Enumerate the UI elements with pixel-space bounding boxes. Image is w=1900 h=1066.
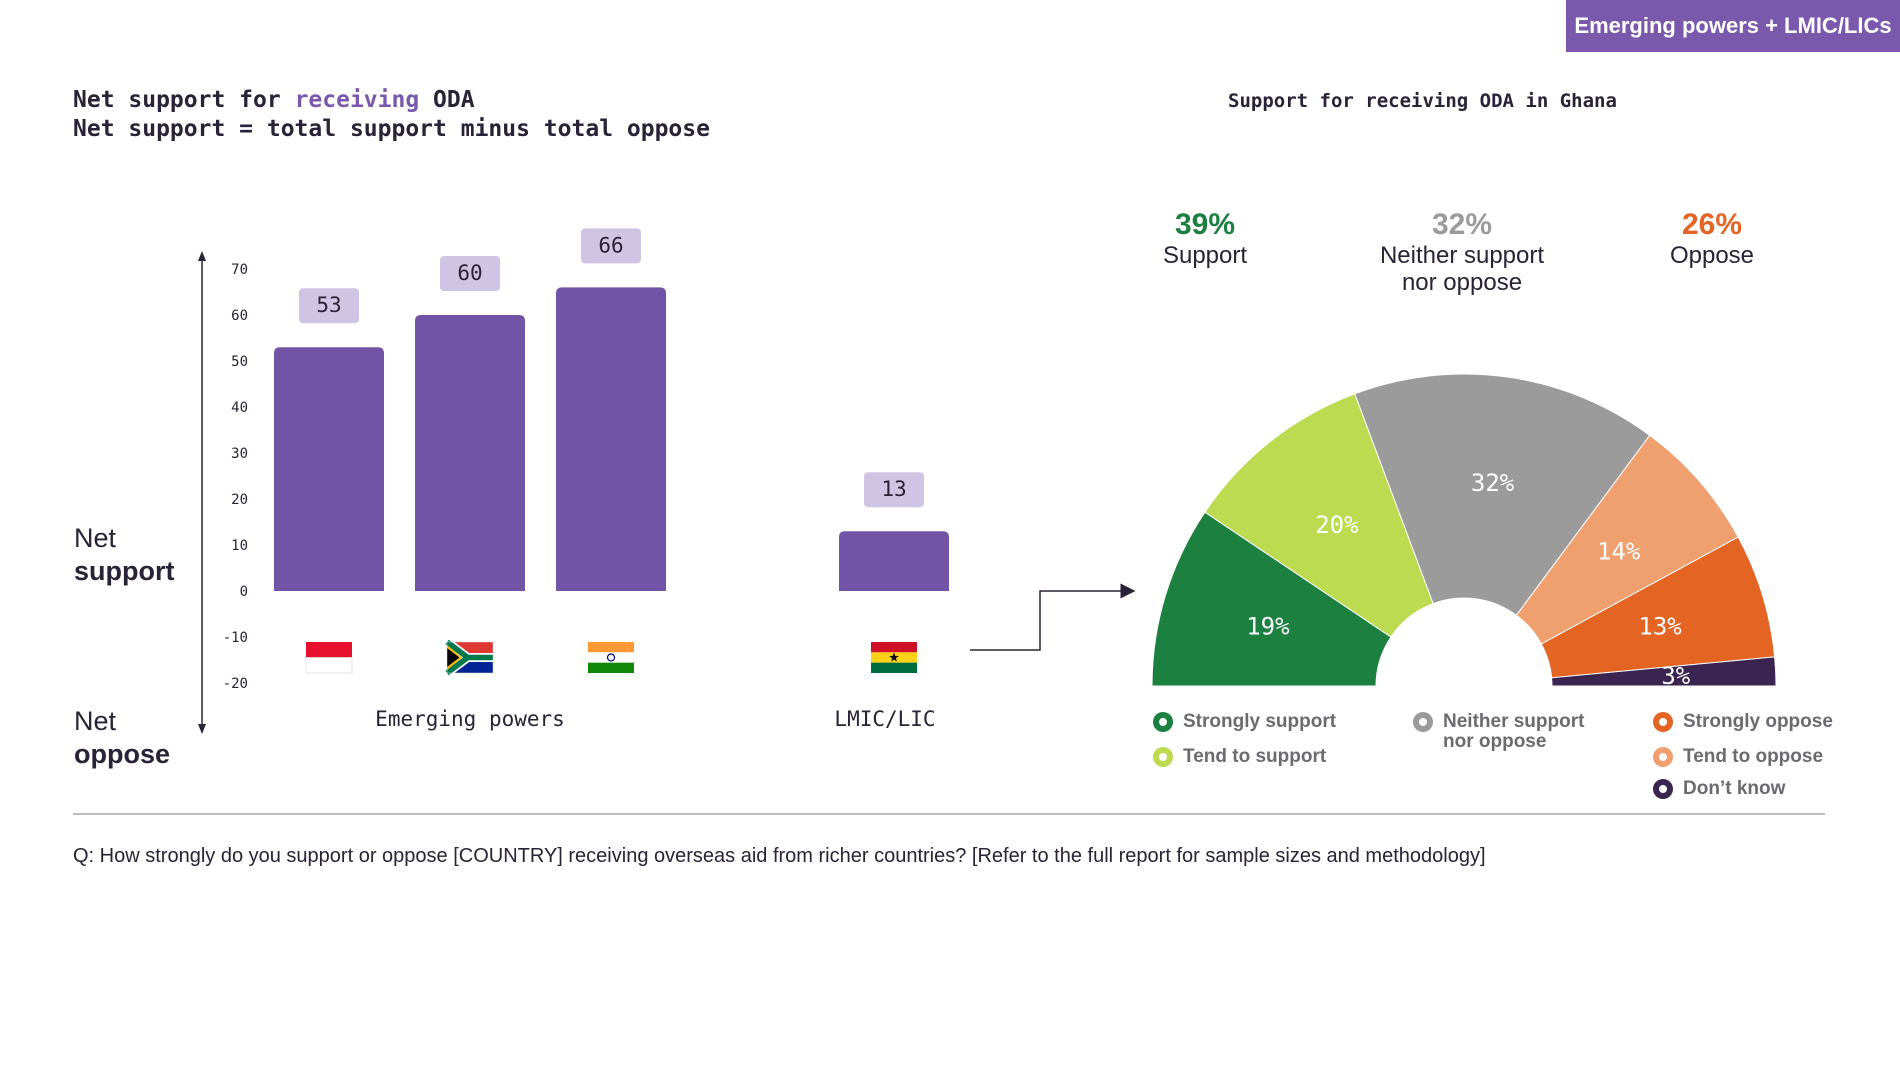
donut-value-label: 3% (1661, 662, 1690, 690)
y-tick-label: 10 (231, 538, 248, 554)
legend-strongly-oppose-text: Strongly oppose (1683, 711, 1833, 732)
donut-value-label: 19% (1246, 612, 1290, 640)
net-oppose-line2: oppose (74, 739, 171, 769)
bar (415, 315, 525, 591)
footnote: Q: How strongly do you support or oppose… (73, 845, 1486, 867)
neither-swatch (1413, 712, 1433, 732)
summary-neither: 32% Neither support nor oppose (1332, 208, 1592, 296)
bar-value-box (581, 228, 641, 264)
title-subline: Net support = total support minus total … (73, 116, 710, 142)
tend-oppose-swatch (1653, 747, 1673, 767)
y-tick-label: 60 (231, 308, 248, 324)
summary-support-pct: 39% (1174, 208, 1236, 241)
strongly-oppose-swatch (1653, 712, 1673, 732)
divider (73, 813, 1825, 815)
title-highlight: receiving (294, 87, 420, 113)
bar-value-label: 53 (316, 293, 341, 317)
flag-band (445, 639, 493, 676)
lmic-label: LMIC/LIC (834, 707, 936, 731)
bar-chart-title: Net support for receiving ODA Net suppor… (73, 86, 710, 144)
dont-know-swatch (1653, 779, 1673, 799)
net-support-label: Net support (74, 522, 175, 588)
y-tick-label: -20 (223, 676, 248, 692)
y-tick-label: 50 (231, 354, 248, 370)
y-axis-arrow-down (198, 724, 206, 734)
bar-value-box (299, 288, 359, 324)
summary-oppose-label: Oppose (1669, 242, 1755, 269)
flag-ghana (871, 642, 917, 673)
legend-tend-oppose: Tend to oppose (1653, 747, 1823, 767)
summary-oppose: 26% Oppose (1582, 208, 1842, 269)
flag-south-africa (444, 638, 494, 677)
strongly-support-swatch (1153, 712, 1173, 732)
net-support-line2: support (74, 556, 175, 586)
summary-support: 39% Support (1075, 208, 1335, 269)
donut-segment (1151, 511, 1392, 687)
connector-arrow (970, 583, 1136, 651)
tend-support-swatch (1153, 747, 1173, 767)
donut-value-label: 13% (1638, 612, 1682, 640)
donut-value-label: 20% (1315, 511, 1359, 539)
flag-border (446, 641, 494, 674)
flag-stripe (306, 642, 352, 658)
net-oppose-line1: Net (74, 706, 117, 736)
flag-stripe (305, 657, 353, 674)
donut-segment (1204, 393, 1434, 638)
donut-segment (1515, 434, 1739, 645)
flag-stripe (588, 642, 634, 653)
net-oppose-label: Net oppose (74, 705, 170, 771)
summary-neither-label: Neither support nor oppose (1379, 242, 1545, 296)
emerging-powers-label: Emerging powers (375, 707, 565, 731)
y-tick-label: 30 (231, 446, 248, 462)
legend-tend-support: Tend to support (1153, 747, 1326, 767)
flag-star (889, 652, 899, 662)
y-tick-label: 70 (231, 262, 248, 278)
flag-stripe (588, 662, 634, 673)
legend-strongly-support-text: Strongly support (1183, 711, 1337, 732)
flag-stripe (871, 642, 917, 653)
flag-indonesia (305, 642, 353, 674)
flag-stripe (871, 662, 917, 673)
flag-india (588, 642, 634, 673)
title-suffix: ODA (419, 87, 475, 113)
summary-oppose-pct: 26% (1681, 208, 1743, 241)
y-axis-arrow-up (198, 251, 206, 261)
donut-value-label: 14% (1597, 538, 1641, 566)
segment-tag: Emerging powers + LMIC/LICs (1566, 0, 1900, 52)
donut-value-label: 32% (1471, 469, 1515, 497)
bar (274, 347, 384, 591)
y-tick-label: -10 (223, 630, 248, 646)
summary-neither-pct: 32% (1431, 208, 1493, 241)
bar-value-label: 13 (881, 477, 906, 501)
flag-triangle (447, 648, 460, 667)
legend-neither: Neither support nor oppose (1413, 712, 1593, 752)
flag-chakra (606, 653, 616, 662)
summary-support-label: Support (1162, 242, 1248, 269)
legend-strongly-oppose: Strongly oppose (1653, 712, 1833, 732)
y-tick-label: 20 (231, 492, 248, 508)
net-support-line1: Net (74, 523, 117, 553)
donut-chart-title: Support for receiving ODA in Ghana (1228, 90, 1617, 112)
legend-tend-support-text: Tend to support (1183, 746, 1327, 767)
legend-tend-oppose-text: Tend to oppose (1683, 746, 1824, 767)
bar (556, 287, 666, 591)
y-tick-label: 40 (231, 400, 248, 416)
legend-neither-text: Neither support nor oppose (1443, 711, 1585, 752)
bar-value-label: 66 (598, 233, 623, 257)
legend-dont-know: Don’t know (1653, 779, 1785, 799)
legend-dont-know-text: Don’t know (1683, 778, 1786, 799)
legend-strongly-support: Strongly support (1153, 712, 1336, 732)
title-prefix: Net support for (73, 87, 295, 113)
bar-value-box (440, 256, 500, 291)
y-tick-label: 0 (240, 584, 248, 600)
bar-value-label: 60 (457, 261, 482, 285)
flag-stripe (588, 652, 634, 663)
bar (839, 531, 949, 591)
bar-value-box (864, 472, 924, 508)
donut-segment (1551, 656, 1777, 687)
donut-segment (1354, 373, 1651, 616)
